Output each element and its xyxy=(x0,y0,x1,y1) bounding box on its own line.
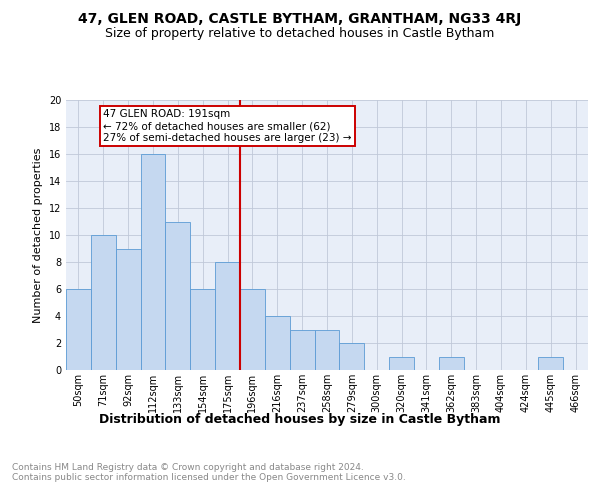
Text: 47, GLEN ROAD, CASTLE BYTHAM, GRANTHAM, NG33 4RJ: 47, GLEN ROAD, CASTLE BYTHAM, GRANTHAM, … xyxy=(79,12,521,26)
Bar xyxy=(66,289,91,370)
Bar xyxy=(215,262,240,370)
Text: 47 GLEN ROAD: 191sqm
← 72% of detached houses are smaller (62)
27% of semi-detac: 47 GLEN ROAD: 191sqm ← 72% of detached h… xyxy=(103,110,352,142)
Bar xyxy=(190,289,215,370)
Bar xyxy=(166,222,190,370)
Bar xyxy=(538,356,563,370)
Bar xyxy=(91,235,116,370)
Text: Contains HM Land Registry data © Crown copyright and database right 2024.
Contai: Contains HM Land Registry data © Crown c… xyxy=(12,462,406,482)
Bar xyxy=(314,330,340,370)
Text: Size of property relative to detached houses in Castle Bytham: Size of property relative to detached ho… xyxy=(106,28,494,40)
Bar xyxy=(240,289,265,370)
Bar xyxy=(290,330,314,370)
Text: Distribution of detached houses by size in Castle Bytham: Distribution of detached houses by size … xyxy=(99,412,501,426)
Bar xyxy=(389,356,414,370)
Bar xyxy=(340,343,364,370)
Bar xyxy=(439,356,464,370)
Bar xyxy=(116,248,140,370)
Y-axis label: Number of detached properties: Number of detached properties xyxy=(33,148,43,322)
Bar xyxy=(265,316,290,370)
Bar xyxy=(140,154,166,370)
